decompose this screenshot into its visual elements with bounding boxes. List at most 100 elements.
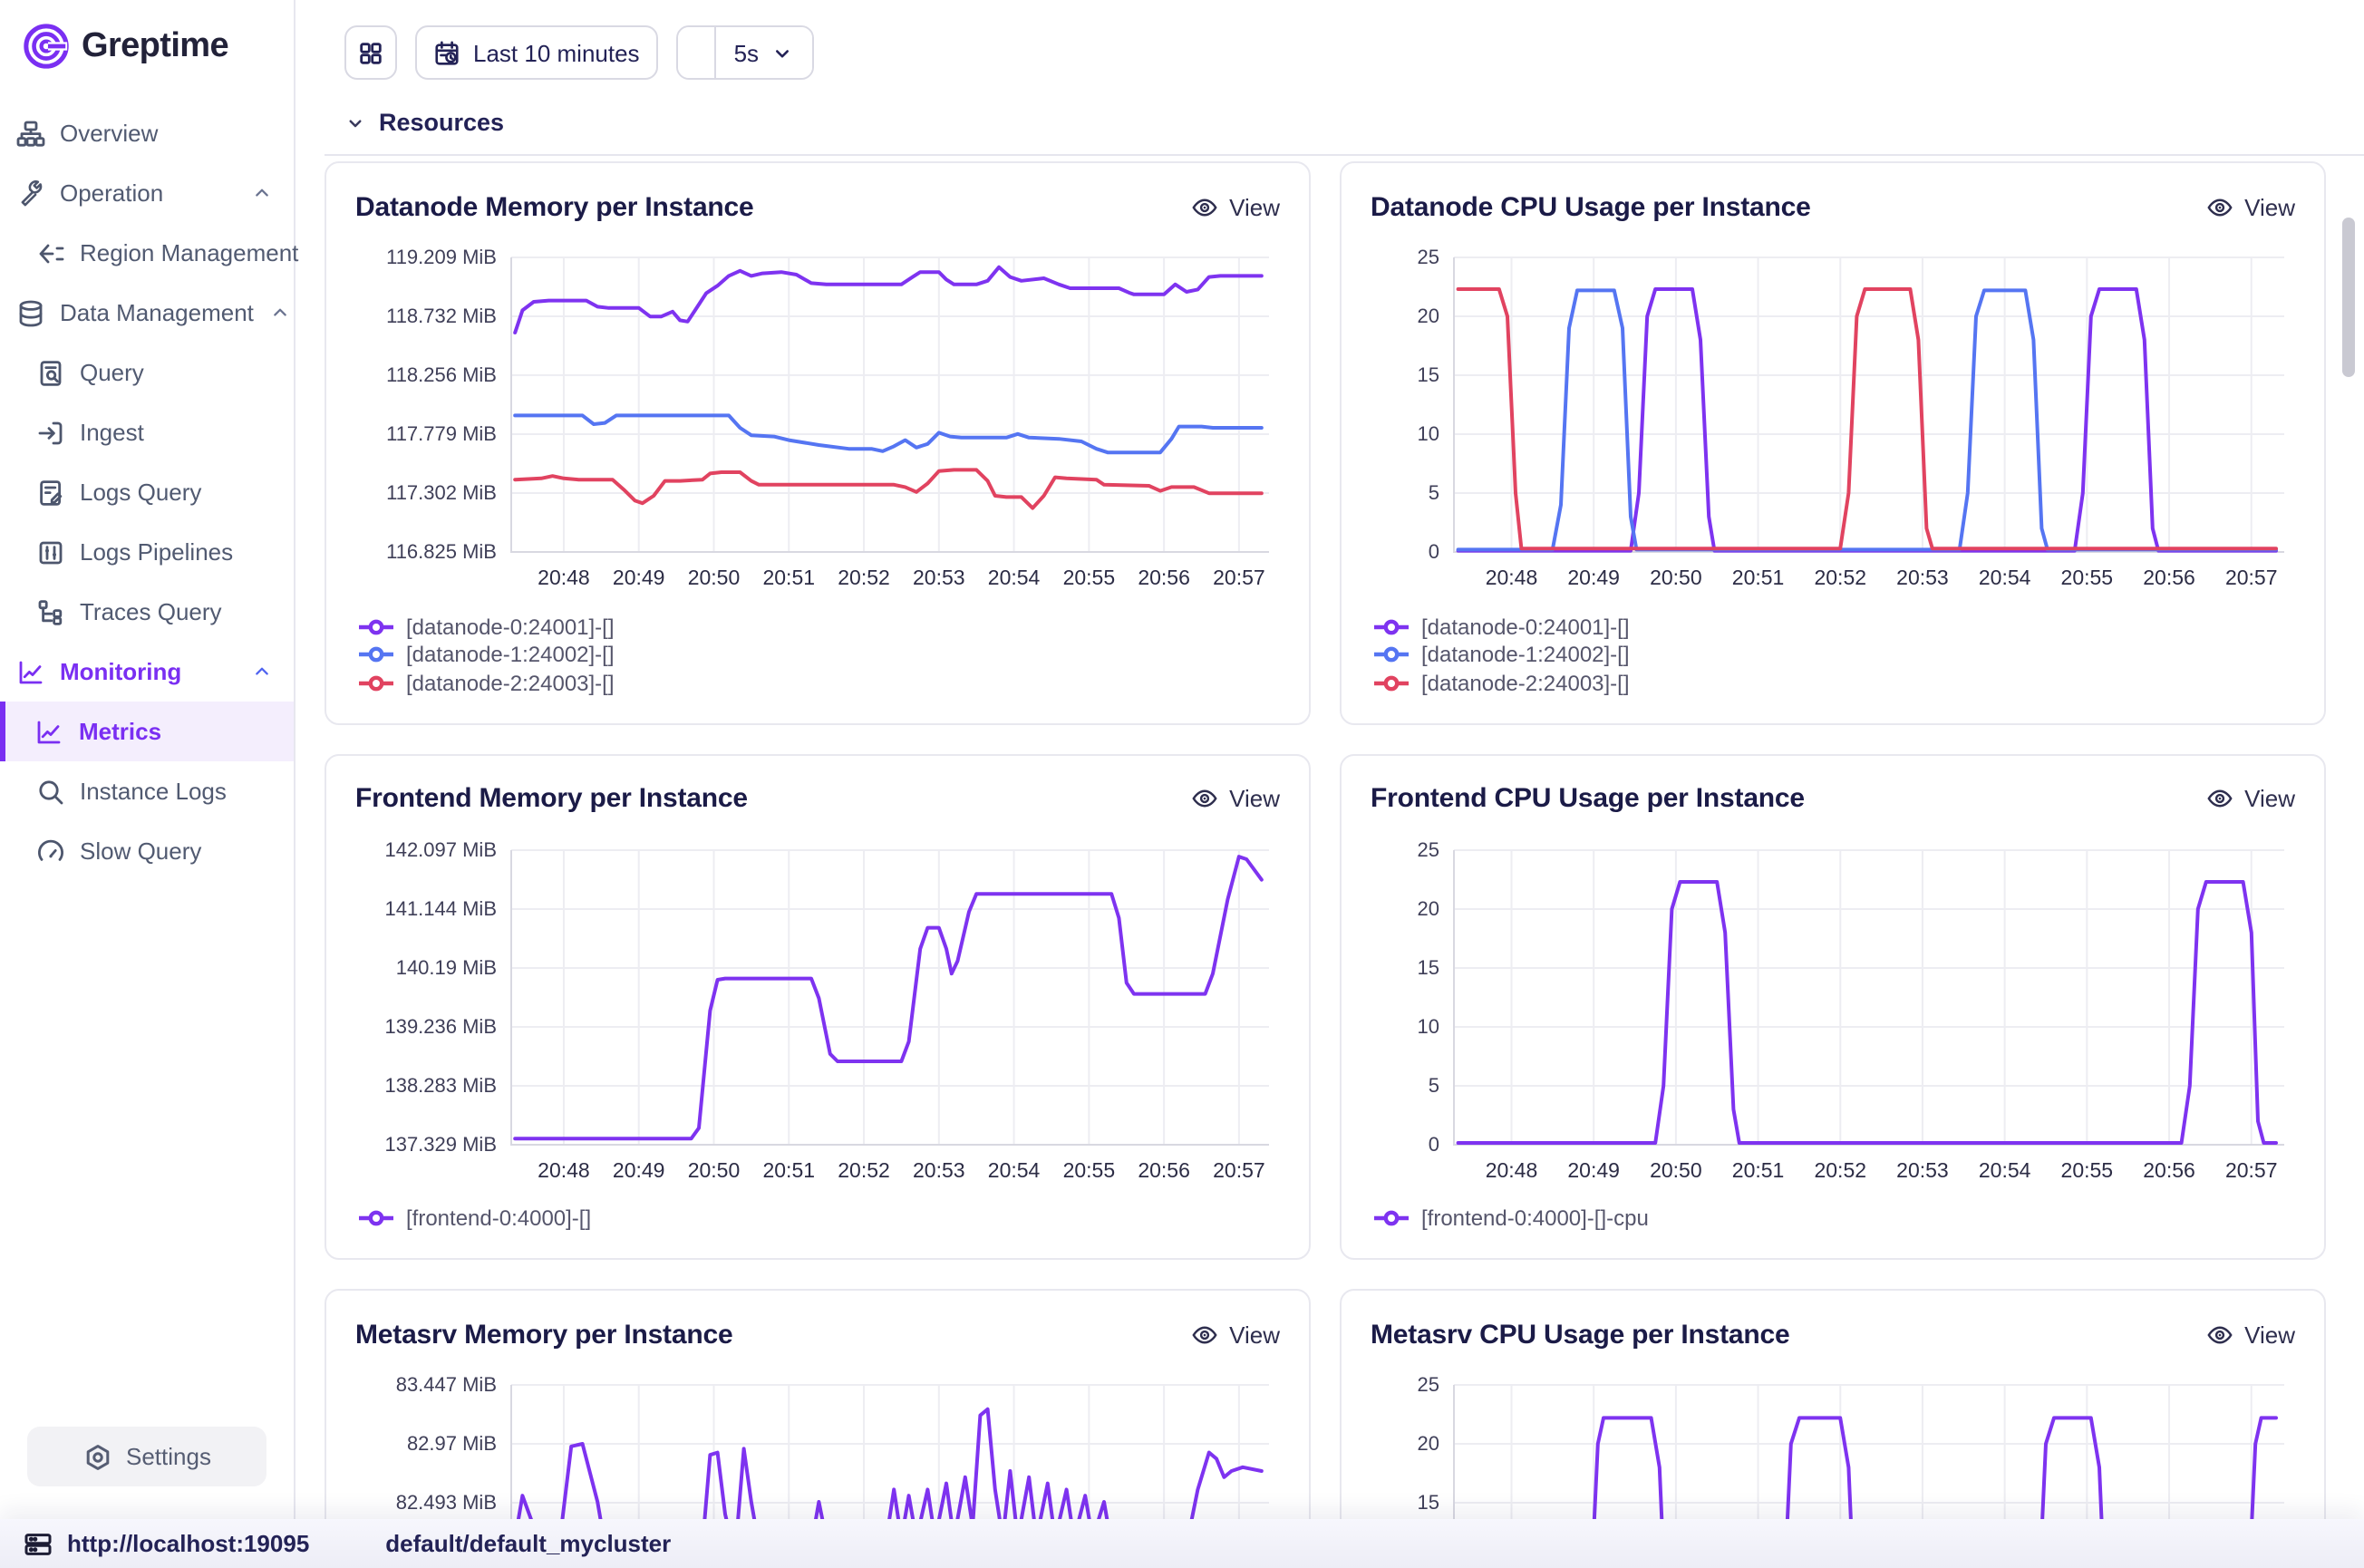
sidebar-item-logs-pipelines[interactable]: Logs Pipelines xyxy=(0,522,294,582)
sidebar-item-monitoring[interactable]: Monitoring xyxy=(0,642,294,702)
chart-card-metasrv-memory: Metasrv Memory per Instance View 83.447 Mi… xyxy=(325,1289,1311,1519)
region-icon xyxy=(34,237,65,268)
sidebar-item-label: Slow Query xyxy=(80,837,202,865)
x-tick-label: 20:50 xyxy=(688,566,741,589)
legend-label: [datanode-0:24001]-[] xyxy=(1421,614,1630,640)
chart-canvas-datanode-memory[interactable]: 119.209 MiB 118.732 MiB 118.256 MiB 117.779… xyxy=(355,236,1280,605)
sidebar-item-label: Traces Query xyxy=(80,598,222,625)
chart-canvas-frontend-memory[interactable]: 142.097 MiB 141.144 MiB 140.19 MiB 139.236 … xyxy=(355,828,1280,1197)
legend-label: [datanode-0:24001]-[] xyxy=(406,614,615,640)
sidebar-item-metrics[interactable]: Metrics xyxy=(0,702,294,761)
eye-icon xyxy=(1192,789,1217,808)
cluster-name: default/default_mycluster xyxy=(385,1530,672,1557)
wrench-icon xyxy=(20,179,42,206)
greptime-logo-icon xyxy=(24,24,69,69)
refresh-button[interactable] xyxy=(677,27,714,78)
sidebar-item-label: Logs Query xyxy=(80,479,202,506)
chart-title: Datanode Memory per Instance xyxy=(355,191,754,222)
resources-section-toggle[interactable]: Resources xyxy=(344,109,2364,136)
sidebar-item-data-management[interactable]: Data Management xyxy=(0,283,294,343)
x-tick-label: 20:53 xyxy=(1896,566,1949,589)
y-tick-label: 82.493 MiB xyxy=(396,1491,497,1514)
legend-marker-icon xyxy=(1374,1211,1409,1226)
series-[metasrv-0] xyxy=(516,1407,1264,1519)
chart-legend: [datanode-0:24001]-[] [datanode-1:24002]-… xyxy=(1371,613,2295,697)
x-tick-label: 20:52 xyxy=(1814,566,1866,589)
section-divider xyxy=(325,154,2364,156)
legend-marker-icon xyxy=(1374,675,1409,691)
sidebar-item-traces-query[interactable]: Traces Query xyxy=(0,582,294,642)
view-label: View xyxy=(2244,193,2295,220)
view-label: View xyxy=(1229,1321,1280,1348)
eye-icon xyxy=(2207,789,2233,808)
legend-item[interactable]: [datanode-1:24002]-[] xyxy=(1374,641,2295,669)
legend-item[interactable]: [frontend-0:4000]-[] xyxy=(359,1205,1280,1233)
settings-button[interactable]: Settings xyxy=(27,1427,266,1486)
legend-item[interactable]: [datanode-2:24003]-[] xyxy=(1374,669,2295,697)
sidebar-item-overview[interactable]: Overview xyxy=(0,103,294,163)
chevron-up-icon xyxy=(268,301,292,324)
legend-label: [datanode-1:24002]-[] xyxy=(1421,642,1630,668)
time-range-button[interactable]: Last 10 minutes xyxy=(415,25,658,80)
chart-canvas-metasrv-cpu[interactable]: 25201520:4820:4920:5020:5120:5220:5320:5… xyxy=(1371,1363,2295,1519)
x-tick-label: 20:48 xyxy=(1486,566,1538,589)
card-header: Frontend CPU Usage per Instance View xyxy=(1371,780,2295,817)
view-button[interactable]: View xyxy=(2206,1321,2295,1348)
x-tick-label: 20:57 xyxy=(1213,566,1265,589)
chart-canvas-frontend-cpu[interactable]: 25 20 15 10 5 0 20:48 20:49 20:50 20:51 20:52 20:53… xyxy=(1371,828,2295,1197)
view-button[interactable]: View xyxy=(1191,1321,1280,1348)
refresh-interval-select[interactable]: 5s xyxy=(713,27,812,78)
view-button[interactable]: View xyxy=(2206,785,2295,812)
database-icon xyxy=(18,299,42,326)
sidebar-item-instance-logs[interactable]: Instance Logs xyxy=(0,761,294,821)
sidebar-item-label: Region Management xyxy=(80,239,299,266)
y-tick-label: 10 xyxy=(1418,1014,1439,1037)
vertical-scrollbar-thumb[interactable] xyxy=(2342,218,2355,377)
sidebar-item-ingest[interactable]: Ingest xyxy=(0,402,294,462)
doc-search-icon xyxy=(34,357,65,388)
legend-item[interactable]: [datanode-0:24001]-[] xyxy=(1374,613,2295,641)
view-button[interactable]: View xyxy=(2206,193,2295,220)
chevron-up-icon xyxy=(250,660,274,683)
chart-line-icon xyxy=(15,656,45,687)
time-range-label: Last 10 minutes xyxy=(473,39,640,66)
legend-item[interactable]: [datanode-1:24002]-[] xyxy=(359,641,1280,669)
greptime-logo[interactable]: Greptime xyxy=(0,0,294,89)
chart-card-datanode-memory: Datanode Memory per Instance View 119.209 … xyxy=(325,161,1311,724)
view-label: View xyxy=(1229,193,1280,220)
legend-item[interactable]: [frontend-0:4000]-[]-cpu xyxy=(1374,1205,2295,1233)
sidebar-item-query[interactable]: Query xyxy=(0,343,294,402)
layout-grid-button[interactable] xyxy=(344,25,397,80)
view-button[interactable]: View xyxy=(1191,193,1280,220)
legend-label: [frontend-0:4000]-[] xyxy=(406,1205,592,1232)
sitemap-icon xyxy=(15,120,44,146)
y-tick-label: 83.447 MiB xyxy=(396,1373,497,1396)
sliders-icon xyxy=(38,540,62,564)
series-[datanode-1:24002]-[] xyxy=(513,413,1264,455)
y-tick-label: 10 xyxy=(1418,422,1439,445)
legend-item[interactable]: [datanode-0:24001]-[] xyxy=(359,613,1280,641)
chart-legend: [frontend-0:4000]-[] xyxy=(355,1205,1280,1233)
database-icon xyxy=(15,297,45,328)
sidebar-item-label: Logs Pipelines xyxy=(80,538,234,566)
view-button[interactable]: View xyxy=(1191,785,1280,812)
sidebar-item-region-management[interactable]: Region Management xyxy=(0,223,298,283)
card-header: Datanode Memory per Instance View xyxy=(355,189,1280,225)
sidebar-item-label: Query xyxy=(80,359,144,386)
x-tick-label: 20:51 xyxy=(762,566,815,589)
legend-item[interactable]: [datanode-2:24003]-[] xyxy=(359,669,1280,697)
chevron-down-icon xyxy=(349,119,362,127)
chart-canvas-datanode-cpu[interactable]: 25 20 15 10 5 0 20:48 20:49 20:50 20:51 20:52 20:53… xyxy=(1371,236,2295,605)
y-tick-label: 118.732 MiB xyxy=(386,305,497,327)
x-tick-label: 20:55 xyxy=(1063,566,1116,589)
y-tick-label: 0 xyxy=(1429,1132,1439,1155)
eye-icon xyxy=(1192,198,1217,216)
x-tick-label: 20:54 xyxy=(988,1157,1041,1181)
sidebar-item-operation[interactable]: Operation xyxy=(0,163,294,223)
x-tick-label: 20:56 xyxy=(1138,566,1190,589)
region-icon xyxy=(38,243,63,263)
sidebar-item-logs-query[interactable]: Logs Query xyxy=(0,462,294,522)
y-tick-label: 5 xyxy=(1429,481,1439,504)
sidebar-item-slow-query[interactable]: Slow Query xyxy=(0,821,294,881)
